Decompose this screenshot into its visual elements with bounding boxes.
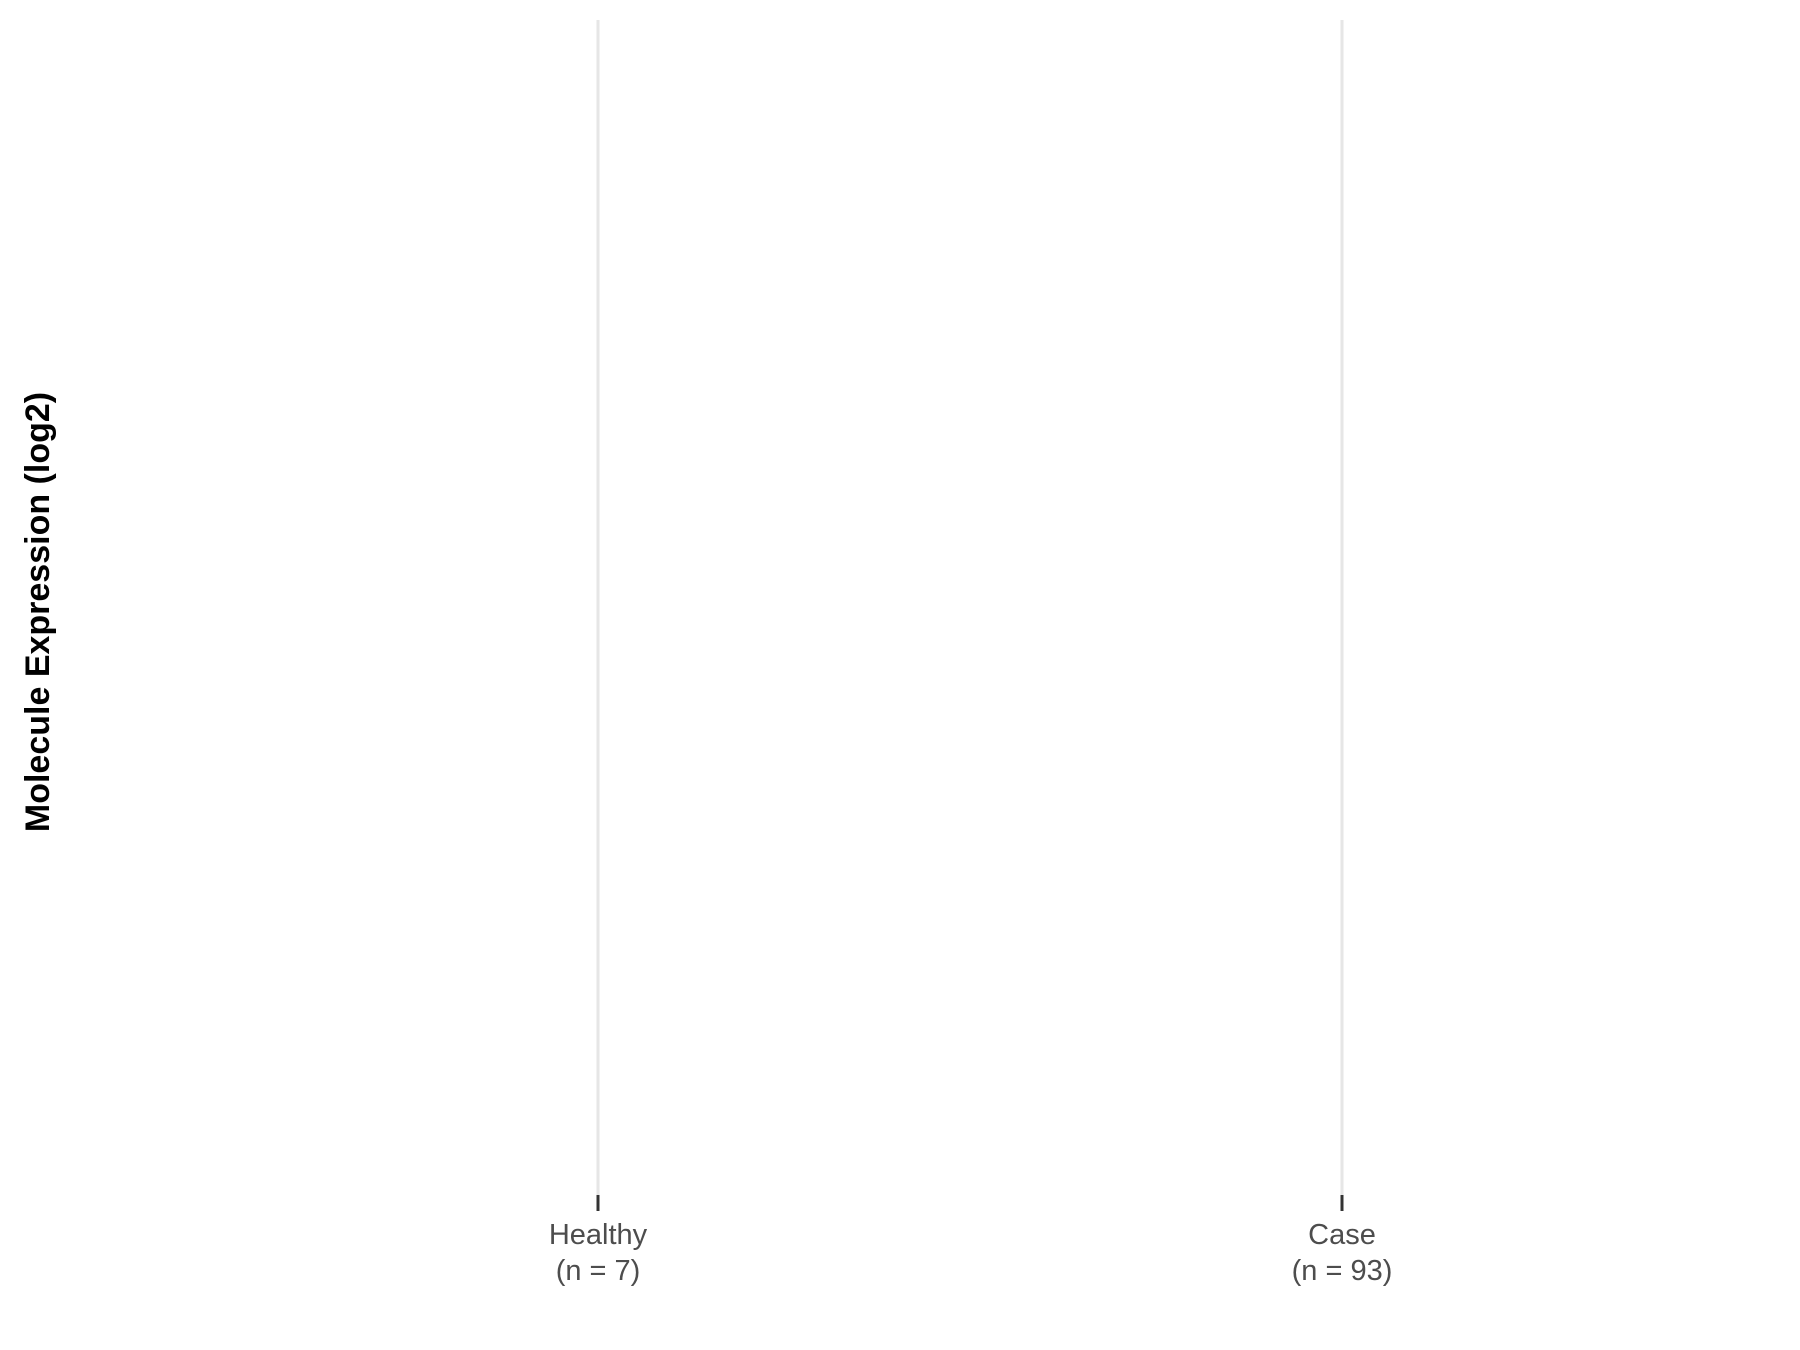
x-category-count: (n = 7) xyxy=(556,1255,641,1287)
x-category-count: (n = 93) xyxy=(1292,1255,1393,1287)
grid-lines xyxy=(596,20,1344,1195)
x-category-label: Case xyxy=(1308,1219,1376,1251)
x-axis: Healthy (n = 7) Case (n = 93) xyxy=(549,1195,1393,1287)
x-category-label: Healthy xyxy=(549,1219,648,1251)
y-axis-title: Molecule Expression (log2) xyxy=(19,392,57,832)
